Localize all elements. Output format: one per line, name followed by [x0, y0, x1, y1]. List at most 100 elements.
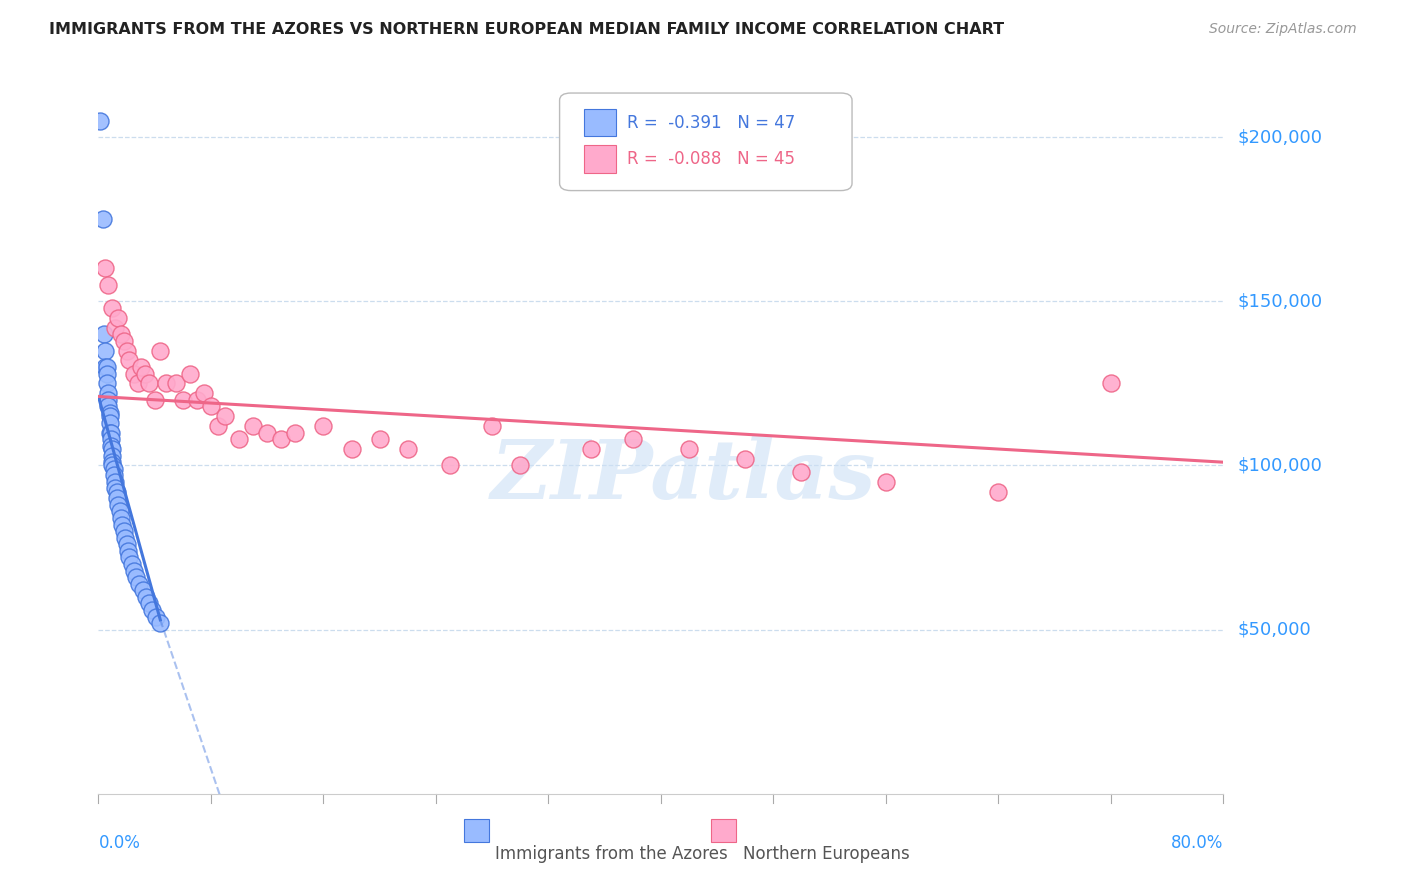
Point	[145, 609, 167, 624]
Point	[987, 484, 1010, 499]
Point	[396, 442, 419, 456]
Point	[368, 432, 391, 446]
Point	[111, 517, 134, 532]
Point	[481, 419, 503, 434]
Point	[579, 442, 602, 456]
Point	[875, 475, 897, 489]
Point	[98, 416, 121, 430]
Point	[115, 343, 138, 358]
Point	[132, 583, 155, 598]
Point	[96, 376, 118, 391]
Point	[790, 465, 813, 479]
Point	[214, 409, 236, 424]
Point	[122, 367, 145, 381]
Point	[110, 511, 132, 525]
Point	[439, 458, 461, 473]
Point	[115, 537, 138, 551]
Point	[97, 392, 120, 407]
Text: $200,000: $200,000	[1237, 128, 1322, 146]
Point	[101, 442, 124, 456]
Point	[110, 327, 132, 342]
Point	[621, 432, 644, 446]
Point	[97, 400, 120, 414]
Text: IMMIGRANTS FROM THE AZORES VS NORTHERN EUROPEAN MEDIAN FAMILY INCOME CORRELATION: IMMIGRANTS FROM THE AZORES VS NORTHERN E…	[49, 22, 1004, 37]
Bar	[464, 819, 489, 842]
Point	[118, 353, 141, 368]
Point	[117, 544, 139, 558]
Point	[312, 419, 335, 434]
Point	[149, 343, 172, 358]
Text: Northern Europeans: Northern Europeans	[742, 846, 910, 863]
Point	[104, 320, 127, 334]
Text: 80.0%: 80.0%	[1171, 834, 1223, 852]
Point	[94, 359, 117, 374]
Bar	[585, 109, 616, 136]
Point	[97, 386, 120, 401]
Point	[91, 212, 114, 227]
Point	[98, 409, 121, 424]
Point	[108, 504, 131, 518]
Point	[121, 557, 143, 571]
Point	[105, 491, 128, 506]
Point	[94, 343, 117, 358]
Point	[340, 442, 363, 456]
Point	[101, 458, 124, 473]
Point	[125, 570, 148, 584]
Point	[186, 392, 208, 407]
Point	[94, 261, 117, 276]
Bar	[585, 145, 616, 172]
FancyBboxPatch shape	[560, 93, 852, 191]
Point	[114, 531, 136, 545]
Point	[112, 524, 135, 538]
Point	[509, 458, 531, 473]
Point	[107, 310, 129, 325]
Point	[270, 432, 292, 446]
Point	[134, 367, 156, 381]
Point	[172, 392, 194, 407]
Point	[101, 301, 124, 315]
Point	[89, 113, 111, 128]
Text: Source: ZipAtlas.com: Source: ZipAtlas.com	[1209, 22, 1357, 37]
Point	[138, 376, 160, 391]
Point	[107, 498, 129, 512]
Point	[98, 425, 121, 440]
Text: $150,000: $150,000	[1237, 293, 1322, 310]
Text: $50,000: $50,000	[1237, 621, 1310, 639]
Point	[103, 468, 125, 483]
Point	[135, 590, 157, 604]
Point	[100, 439, 122, 453]
Point	[200, 400, 222, 414]
Point	[128, 576, 150, 591]
Text: R =  -0.088   N = 45: R = -0.088 N = 45	[627, 150, 794, 168]
Text: R =  -0.391   N = 47: R = -0.391 N = 47	[627, 113, 796, 132]
Point	[100, 432, 122, 446]
Text: Immigrants from the Azores: Immigrants from the Azores	[495, 846, 728, 863]
Point	[112, 334, 135, 348]
Point	[242, 419, 264, 434]
Point	[96, 367, 118, 381]
Point	[127, 376, 149, 391]
Point	[104, 482, 127, 496]
Point	[284, 425, 307, 440]
Point	[98, 406, 121, 420]
Point	[207, 419, 229, 434]
Point	[129, 359, 152, 374]
Point	[101, 449, 124, 463]
Point	[193, 386, 215, 401]
Point	[104, 475, 127, 489]
Point	[143, 392, 166, 407]
Point	[93, 327, 115, 342]
Point	[165, 376, 187, 391]
Point	[96, 359, 118, 374]
Point	[101, 455, 124, 469]
Point	[103, 462, 125, 476]
Point	[122, 564, 145, 578]
Point	[734, 451, 756, 466]
Point	[179, 367, 201, 381]
Text: 0.0%: 0.0%	[98, 834, 141, 852]
Point	[155, 376, 177, 391]
Bar	[711, 819, 737, 842]
Text: $100,000: $100,000	[1237, 457, 1322, 475]
Point	[100, 425, 122, 440]
Point	[149, 616, 172, 631]
